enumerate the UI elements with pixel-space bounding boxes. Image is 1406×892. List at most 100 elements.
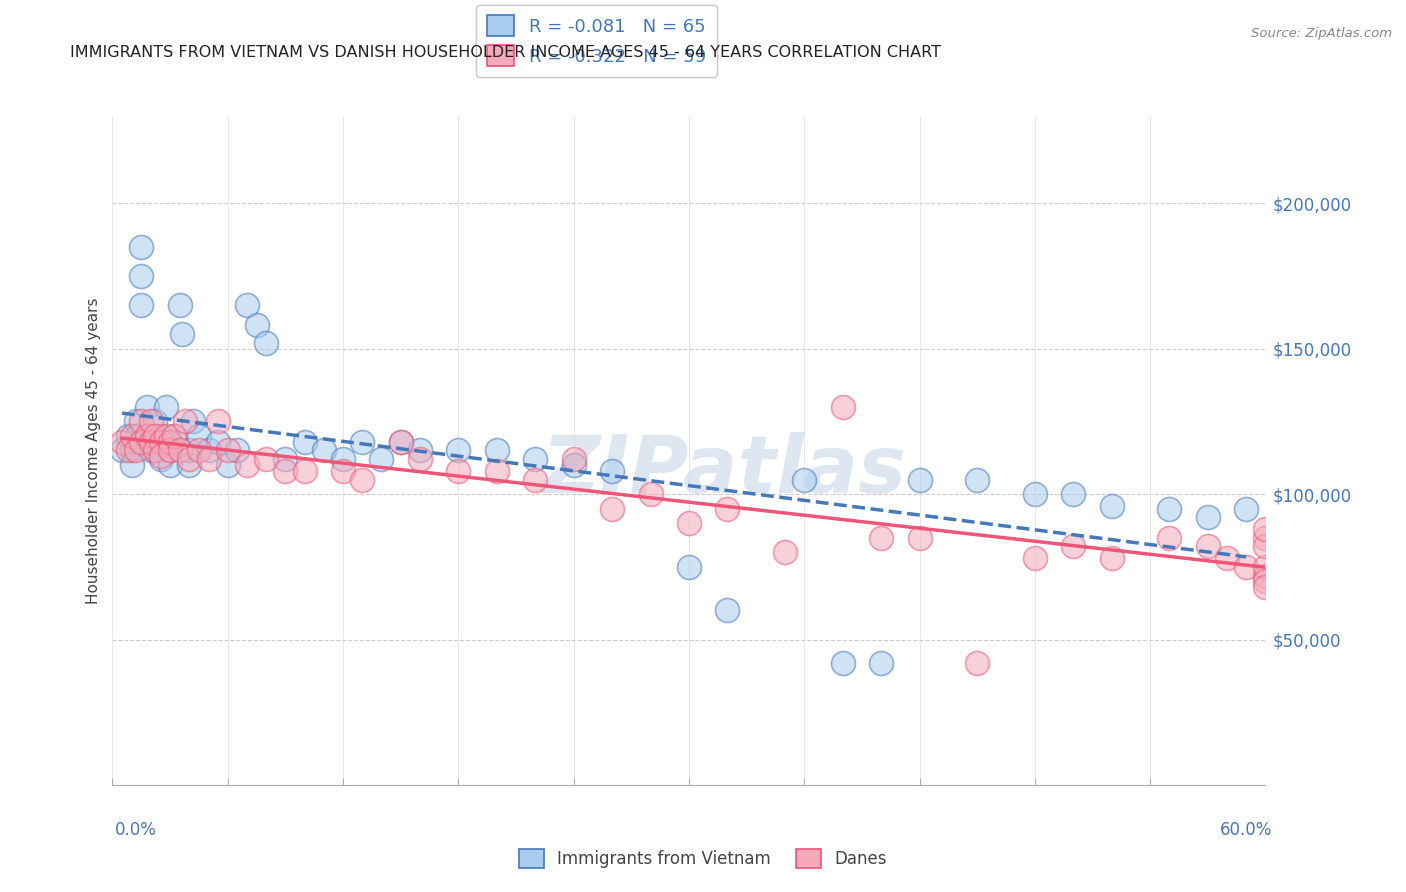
Legend: Immigrants from Vietnam, Danes: Immigrants from Vietnam, Danes (512, 842, 894, 875)
Text: ZIPatlas: ZIPatlas (541, 432, 905, 509)
Point (143, 434, 166, 449)
Point (1101, 551, 1123, 566)
Point (181, 414, 204, 428)
Point (149, 450, 172, 464)
Point (1159, 501, 1181, 516)
Point (179, 443, 201, 458)
Point (600, 501, 623, 516)
Point (129, 434, 153, 449)
Point (1024, 551, 1046, 566)
Point (254, 452, 277, 467)
Point (169, 298, 191, 312)
Point (1062, 487, 1084, 501)
Point (1254, 559, 1277, 574)
Point (1234, 559, 1257, 574)
Point (155, 429, 177, 443)
Point (352, 473, 374, 487)
Point (389, 434, 412, 449)
Y-axis label: Householder Income Ages 45 - 64 years: Householder Income Ages 45 - 64 years (86, 297, 101, 604)
Point (562, 452, 585, 467)
Point (678, 559, 700, 574)
Point (127, 429, 149, 443)
Point (121, 458, 143, 472)
Point (117, 429, 139, 443)
Point (124, 414, 146, 428)
Point (111, 443, 134, 458)
Point (966, 473, 988, 487)
Point (143, 443, 166, 458)
Point (524, 452, 547, 467)
Point (136, 429, 159, 443)
Point (124, 443, 146, 458)
Point (1254, 574, 1277, 589)
Point (159, 458, 181, 472)
Point (143, 429, 166, 443)
Point (143, 414, 166, 428)
Point (129, 414, 153, 428)
Point (966, 656, 988, 670)
Point (274, 452, 297, 467)
Point (562, 458, 585, 472)
Point (207, 414, 229, 428)
Point (187, 429, 211, 443)
Point (143, 443, 166, 458)
Point (1216, 551, 1239, 566)
Point (179, 458, 201, 472)
Point (870, 656, 893, 670)
Point (226, 443, 249, 458)
Point (1254, 568, 1277, 582)
Point (149, 434, 172, 449)
Point (139, 434, 162, 449)
Point (716, 603, 738, 617)
Point (179, 452, 201, 467)
Point (352, 434, 374, 449)
Point (236, 458, 259, 472)
Point (1254, 580, 1277, 594)
Point (870, 531, 893, 545)
Point (716, 501, 738, 516)
Point (908, 531, 931, 545)
Point (245, 318, 267, 333)
Point (793, 473, 815, 487)
Point (1062, 540, 1084, 554)
Legend: R = -0.081   N = 65, R = -0.322   N = 59: R = -0.081 N = 65, R = -0.322 N = 59 (477, 4, 717, 77)
Point (153, 434, 176, 449)
Point (773, 545, 796, 559)
Point (139, 434, 162, 449)
Point (370, 452, 392, 467)
Point (129, 298, 153, 312)
Point (389, 434, 412, 449)
Point (600, 464, 623, 478)
Text: 0.0%: 0.0% (115, 821, 157, 838)
Point (1101, 499, 1123, 513)
Point (485, 443, 508, 458)
Point (1254, 522, 1277, 536)
Point (1159, 531, 1181, 545)
Point (129, 240, 153, 254)
Point (197, 452, 219, 467)
Point (236, 298, 259, 312)
Text: IMMIGRANTS FROM VIETNAM VS DANISH HOUSEHOLDER INCOME AGES 45 - 64 YEARS CORRELAT: IMMIGRANTS FROM VIETNAM VS DANISH HOUSEH… (70, 45, 941, 60)
Point (170, 327, 193, 342)
Point (485, 464, 508, 478)
Point (294, 464, 316, 478)
Point (139, 414, 162, 428)
Point (678, 516, 700, 531)
Point (447, 443, 470, 458)
Point (274, 464, 297, 478)
Point (117, 443, 139, 458)
Point (831, 656, 853, 670)
Text: Source: ZipAtlas.com: Source: ZipAtlas.com (1251, 27, 1392, 40)
Point (129, 268, 153, 283)
Point (121, 443, 143, 458)
Point (155, 400, 177, 414)
Point (447, 464, 470, 478)
Point (207, 434, 229, 449)
Point (139, 443, 162, 458)
Point (640, 487, 662, 501)
Point (159, 443, 181, 458)
Point (294, 434, 316, 449)
Point (1024, 487, 1046, 501)
Point (332, 464, 354, 478)
Point (1254, 531, 1277, 545)
